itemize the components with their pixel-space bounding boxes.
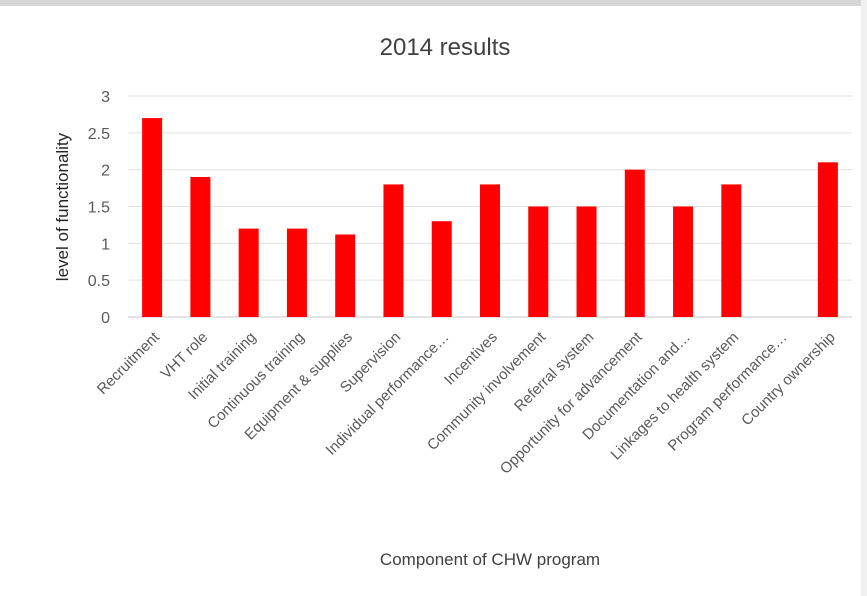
- y-tick-label: 0.5: [88, 273, 110, 290]
- y-tick-label: 1.5: [88, 200, 110, 217]
- x-axis-label: Component of CHW program: [380, 550, 600, 569]
- top-border: [0, 0, 867, 6]
- bar-0: [142, 118, 163, 317]
- bar-4: [335, 234, 356, 317]
- y-tick-label: 2.5: [88, 126, 110, 143]
- right-border: [861, 0, 867, 596]
- bar-12: [721, 184, 742, 317]
- y-tick-label: 2: [101, 163, 110, 180]
- bar-7: [480, 184, 500, 317]
- bar-10: [624, 169, 645, 317]
- y-tick-labels: 0 0.5 1 1.5 2 2.5 3: [88, 89, 110, 327]
- chart-title: 2014 results: [380, 34, 511, 61]
- y-axis-label: level of functionality: [53, 132, 72, 281]
- y-tick-label: 3: [101, 89, 110, 106]
- bar-1: [190, 177, 211, 317]
- bar-6: [431, 221, 452, 317]
- bar-2: [238, 228, 259, 317]
- bar-3: [286, 228, 307, 317]
- bar-8: [528, 206, 549, 317]
- y-tick-label: 1: [101, 236, 110, 253]
- y-tick-label: 0: [101, 310, 110, 327]
- bar-5: [383, 184, 404, 317]
- bars: [142, 118, 838, 317]
- x-tick-label: Country ownership: [738, 329, 838, 429]
- x-tick-label: Recruitment: [94, 328, 164, 398]
- bar-14: [817, 162, 838, 317]
- bar-11: [673, 206, 694, 317]
- bar-9: [576, 206, 597, 317]
